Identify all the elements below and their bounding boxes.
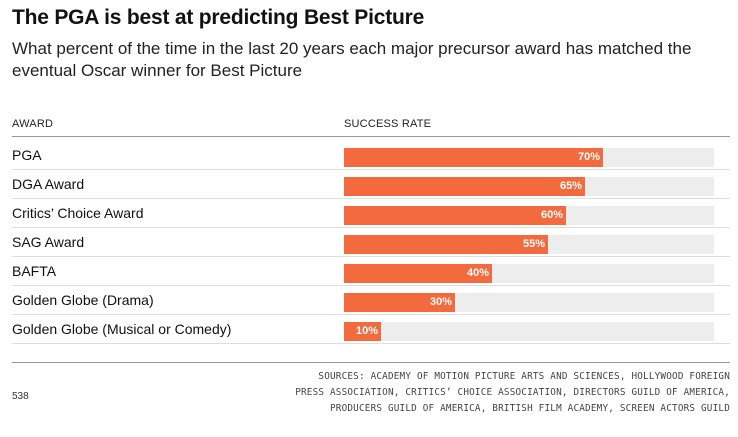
bar-value-label: 60%: [540, 209, 563, 221]
bar: 30%: [344, 293, 455, 312]
bar-track: 60%: [344, 206, 714, 225]
bar-value-label: 70%: [577, 151, 600, 163]
bar-value-label: 65%: [559, 180, 582, 192]
chart-row: SAG Award 55%: [12, 228, 730, 257]
row-divider: [12, 227, 730, 228]
category-label: SAG Award: [12, 234, 85, 250]
category-label: Critics’ Choice Award: [12, 205, 144, 221]
bar-value-label: 55%: [522, 238, 545, 250]
success-rate-column-header: SUCCESS RATE: [344, 118, 432, 130]
category-label: DGA Award: [12, 176, 85, 192]
chart-row: Critics’ Choice Award 60%: [12, 199, 730, 228]
sources-note: SOURCES: ACADEMY OF MOTION PICTURE ARTS …: [295, 371, 730, 414]
chart-subtitle: What percent of the time in the last 20 …: [12, 39, 692, 80]
award-column-header: AWARD: [12, 118, 54, 130]
chart-row: PGA 70%: [12, 141, 730, 170]
bar-track: 30%: [344, 293, 714, 312]
chart-row: DGA Award 65%: [12, 170, 730, 199]
bar-track: 70%: [344, 148, 714, 167]
bar: 55%: [344, 235, 548, 254]
row-divider: [12, 314, 730, 315]
row-divider: [12, 285, 730, 286]
row-divider: [12, 198, 730, 199]
header-divider: [12, 136, 730, 137]
bar: 40%: [344, 264, 492, 283]
bar-value-label: 40%: [466, 267, 489, 279]
publisher-label: 538: [12, 391, 29, 402]
category-label: PGA: [12, 147, 42, 163]
chart-row: BAFTA 40%: [12, 257, 730, 286]
chart-row: Golden Globe (Drama) 30%: [12, 286, 730, 315]
bar: 65%: [344, 177, 585, 196]
bar: 10%: [344, 322, 381, 341]
bar-value-label: 10%: [355, 325, 378, 337]
chart-row: Golden Globe (Musical or Comedy) 10%: [12, 315, 730, 344]
category-label: Golden Globe (Drama): [12, 292, 154, 308]
bar-track: 55%: [344, 235, 714, 254]
bar: 70%: [344, 148, 603, 167]
footer-divider: [12, 362, 730, 363]
chart-title: The PGA is best at predicting Best Pictu…: [12, 6, 425, 29]
category-label: Golden Globe (Musical or Comedy): [12, 321, 232, 337]
row-divider: [12, 169, 730, 170]
bar-track: 65%: [344, 177, 714, 196]
bar-track: 10%: [344, 322, 714, 341]
bar-value-label: 30%: [429, 296, 452, 308]
row-divider: [12, 256, 730, 257]
bar-track: 40%: [344, 264, 714, 283]
category-label: BAFTA: [12, 263, 57, 279]
bar: 60%: [344, 206, 566, 225]
row-divider: [12, 343, 730, 344]
